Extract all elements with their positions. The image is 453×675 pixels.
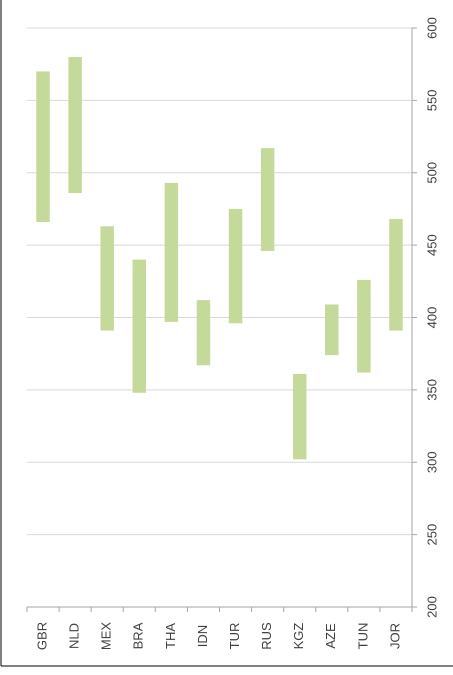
category-label: IDN	[195, 625, 210, 647]
category-label: MEX	[99, 622, 114, 651]
value-tick-label: 350	[424, 379, 439, 401]
category-labels: GBR NLD MEX BRA THA IDN TUR RUS KGZ AZE TUN JOR	[26, 607, 413, 651]
value-tick-label: 250	[424, 524, 439, 546]
range-bar-kgz	[292, 373, 307, 460]
value-tick-label: 450	[424, 234, 439, 256]
range-bar-tha	[164, 182, 179, 322]
gridlines	[27, 27, 412, 536]
range-bar-tun	[357, 279, 371, 373]
value-tick-label: 400	[424, 307, 439, 329]
category-label: TUN	[355, 623, 370, 650]
range-bar-aze	[325, 304, 339, 356]
category-label: GBR	[34, 622, 49, 650]
range-bar-mex	[100, 226, 114, 331]
category-label: NLD	[67, 623, 82, 649]
range-bar-rus	[260, 148, 275, 251]
category-label: RUS	[259, 622, 274, 650]
range-bar-tur	[228, 208, 243, 324]
value-tick-label: 550	[424, 90, 439, 112]
category-label: KGZ	[291, 623, 306, 650]
value-tick-label: 600	[424, 17, 439, 39]
range-bar-idn	[196, 300, 211, 366]
category-label: JOR	[387, 623, 402, 649]
category-label: AZE	[323, 623, 338, 649]
range-bar-nld	[68, 56, 82, 194]
range-bar-gbr	[36, 71, 50, 222]
range-bars	[36, 56, 403, 460]
value-tick-label: 300	[424, 451, 439, 473]
category-label: BRA	[131, 622, 146, 649]
category-label: THA	[163, 623, 178, 649]
range-bar-bra	[132, 259, 147, 393]
value-axis-ticks: 200 250 300 350 400 450 500 550 600	[412, 17, 439, 618]
value-tick-label: 500	[424, 162, 439, 184]
value-tick-label: 200	[424, 596, 439, 618]
range-bar-jor	[389, 219, 403, 331]
category-label: TUR	[227, 623, 242, 650]
